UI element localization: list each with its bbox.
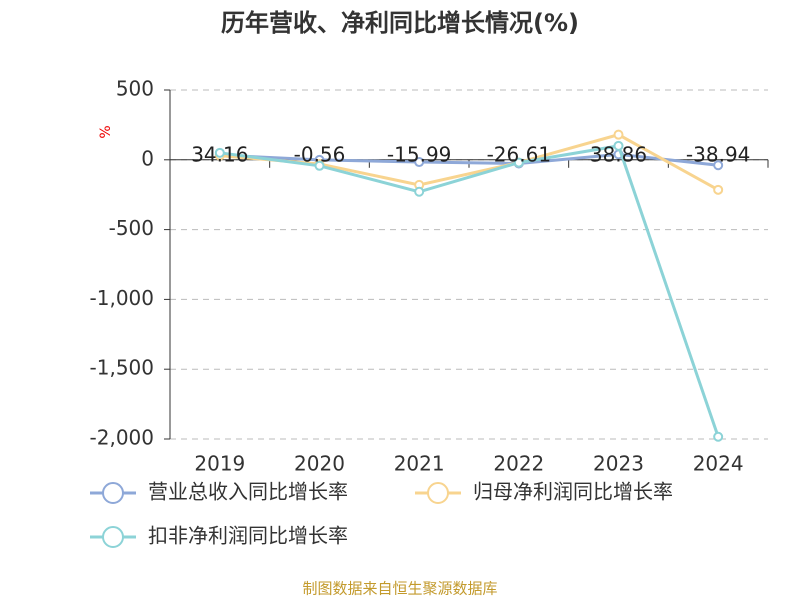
source-note: 制图数据来自恒生聚源数据库 bbox=[302, 580, 497, 598]
x-tick-label: 2023 bbox=[593, 452, 644, 476]
legend-label: 归母净利润同比增长率 bbox=[473, 480, 673, 504]
data-label: -15.99 bbox=[387, 143, 451, 167]
legend-label: 营业总收入同比增长率 bbox=[148, 480, 348, 504]
data-point bbox=[613, 140, 624, 151]
x-tick-label: 2022 bbox=[493, 452, 544, 476]
data-label: 34.16 bbox=[191, 143, 248, 167]
data-label: -38.94 bbox=[686, 143, 750, 167]
x-tick-label: 2020 bbox=[294, 452, 345, 476]
x-tick-label: 2021 bbox=[394, 452, 445, 476]
data-point bbox=[214, 147, 225, 158]
data-point bbox=[414, 157, 425, 168]
y-tick-label: 500 bbox=[116, 77, 154, 101]
data-label: 38.86 bbox=[590, 143, 647, 167]
y-tick-label: -1,000 bbox=[90, 286, 154, 310]
data-point bbox=[713, 184, 724, 195]
series-line bbox=[219, 144, 720, 438]
y-axis-label: % bbox=[98, 125, 114, 138]
y-tick-label: -2,000 bbox=[90, 426, 154, 450]
data-point bbox=[613, 129, 624, 140]
data-label: -26.61 bbox=[487, 143, 551, 167]
legend-label: 扣非净利润同比增长率 bbox=[148, 524, 348, 548]
data-point bbox=[414, 186, 425, 197]
chart-title: 历年营收、净利同比增长情况(%) bbox=[221, 9, 579, 37]
data-point bbox=[713, 160, 724, 171]
data-point bbox=[713, 431, 724, 442]
x-tick-label: 2024 bbox=[693, 452, 744, 476]
legend-marker bbox=[102, 526, 124, 548]
y-tick-label: -500 bbox=[109, 216, 154, 240]
y-tick-label: -1,500 bbox=[90, 356, 154, 380]
x-tick-label: 2019 bbox=[194, 452, 245, 476]
legend-marker bbox=[427, 482, 449, 504]
data-point bbox=[513, 157, 524, 168]
series-line bbox=[219, 152, 719, 167]
legend-marker bbox=[102, 482, 124, 504]
data-point bbox=[314, 160, 325, 171]
y-tick-label: 0 bbox=[141, 146, 154, 170]
data-label: -0.56 bbox=[294, 143, 346, 167]
